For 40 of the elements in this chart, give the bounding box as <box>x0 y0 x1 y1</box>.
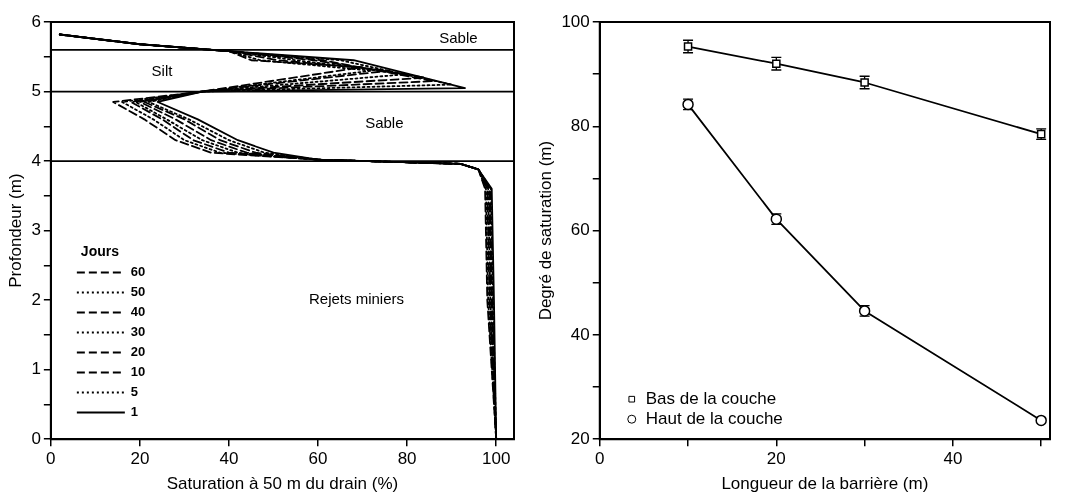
x-tick-label: 40 <box>219 449 239 469</box>
x-tick-label: 0 <box>46 449 56 469</box>
legend-label: Bas de la couche <box>645 388 777 408</box>
y-axis-title: Degré de saturation (m) <box>535 140 555 321</box>
y-tick-label: 2 <box>31 289 41 309</box>
y-tick-label: 60 <box>570 220 590 240</box>
legend-label: 1 <box>130 404 139 420</box>
legend-label: 5 <box>130 384 139 400</box>
legend-label: 60 <box>130 264 146 280</box>
annotation: Sable <box>439 28 478 46</box>
legend-label: 20 <box>130 344 146 360</box>
x-tick-label: 20 <box>130 449 150 469</box>
y-tick-label: 4 <box>31 150 41 170</box>
x-tick-label: 20 <box>766 449 786 469</box>
x-axis-title: Longueur de la barrière (m) <box>721 474 929 494</box>
y-axis-title: Profondeur (m) <box>5 173 25 288</box>
x-tick-label: 40 <box>943 449 963 469</box>
x-tick-label: 60 <box>308 449 328 469</box>
y-tick-label: 100 <box>561 11 590 31</box>
y-tick-label: 40 <box>570 324 590 344</box>
y-tick-label: 0 <box>31 428 41 448</box>
x-tick-label: 80 <box>397 449 417 469</box>
legend-label: Haut de la couche <box>645 408 783 428</box>
x-tick-label: 0 <box>595 449 605 469</box>
legend-label: 40 <box>130 304 146 320</box>
legend-label: 30 <box>130 324 146 340</box>
x-axis-title: Saturation à 50 m du drain (%) <box>166 474 399 494</box>
y-tick-label: 6 <box>31 11 41 31</box>
legend-label: 50 <box>130 284 146 300</box>
legend-title: Jours <box>80 243 120 260</box>
y-tick-label: 1 <box>31 359 41 379</box>
y-tick-label: 20 <box>570 428 590 448</box>
y-tick-label: 5 <box>31 81 41 101</box>
y-tick-label: 80 <box>570 115 590 135</box>
annotation: Sable <box>365 114 404 132</box>
y-tick-label: 3 <box>31 220 41 240</box>
legend-label: 10 <box>130 364 146 380</box>
annotation: Rejets miniers <box>309 290 405 308</box>
annotation: Silt <box>151 62 174 80</box>
x-tick-label: 100 <box>482 449 511 469</box>
